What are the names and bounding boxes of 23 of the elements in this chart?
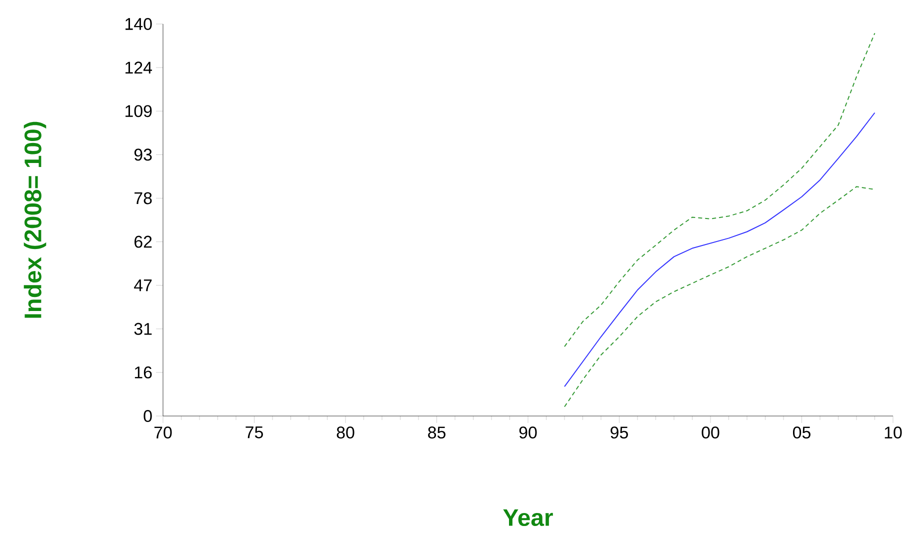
y-tick-label: 0 — [144, 410, 152, 422]
y-tick-label: 16 — [134, 366, 152, 378]
x-axis-title: Year — [503, 509, 553, 526]
line-series — [564, 186, 876, 408]
y-tick-label: 31 — [134, 322, 152, 335]
y-tick-label: 93 — [134, 148, 152, 161]
x-tick-label: 85 — [428, 426, 446, 439]
y-tick-label: 47 — [134, 279, 152, 292]
x-tick-label: 00 — [702, 426, 720, 439]
line-series — [564, 32, 876, 348]
y-tick-label: 109 — [126, 105, 152, 118]
y-tick-label: 62 — [134, 236, 152, 248]
x-tick-label: 90 — [519, 426, 537, 439]
x-tick-label: 10 — [884, 426, 902, 439]
x-tick-label: 80 — [336, 426, 354, 439]
x-tick-label: 05 — [792, 426, 810, 439]
y-tick-label: 140 — [126, 18, 152, 30]
x-tick-label: 70 — [154, 426, 172, 439]
x-tick-label: 95 — [610, 426, 628, 439]
y-axis-title: Index (2008= 100) — [24, 122, 46, 318]
y-tick-label: 78 — [134, 192, 152, 204]
x-tick-label: 75 — [246, 426, 263, 438]
y-tick-label: 124 — [126, 62, 152, 74]
